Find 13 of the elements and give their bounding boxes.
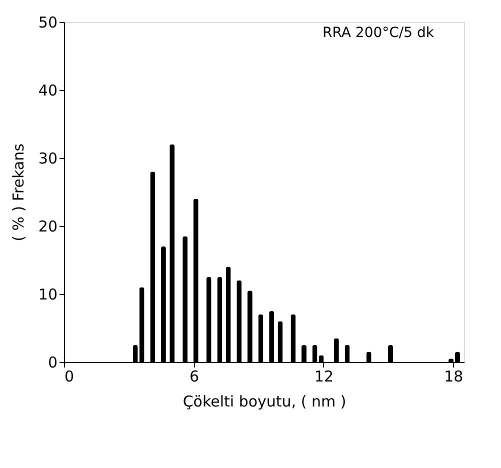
annotation: RRA 200°C/5 dk bbox=[322, 25, 435, 41]
y-tick-label: 40 bbox=[38, 82, 58, 100]
x-tick-label: 12 bbox=[314, 368, 334, 386]
x-tick-label: 0 bbox=[64, 368, 74, 386]
y-tick-label: 20 bbox=[38, 218, 58, 236]
x-tick-label: 6 bbox=[189, 368, 200, 386]
y-axis-title: ( % ) Frekans bbox=[9, 143, 28, 242]
y-tick-label: 50 bbox=[38, 14, 58, 32]
x-axis-title: Çökelti boyutu, ( nm ) bbox=[182, 392, 346, 410]
y-tick-label: 10 bbox=[38, 286, 58, 304]
x-tick-label: 18 bbox=[444, 368, 464, 386]
y-tick-label: 30 bbox=[38, 150, 58, 168]
y-tick-label: 0 bbox=[48, 354, 58, 372]
